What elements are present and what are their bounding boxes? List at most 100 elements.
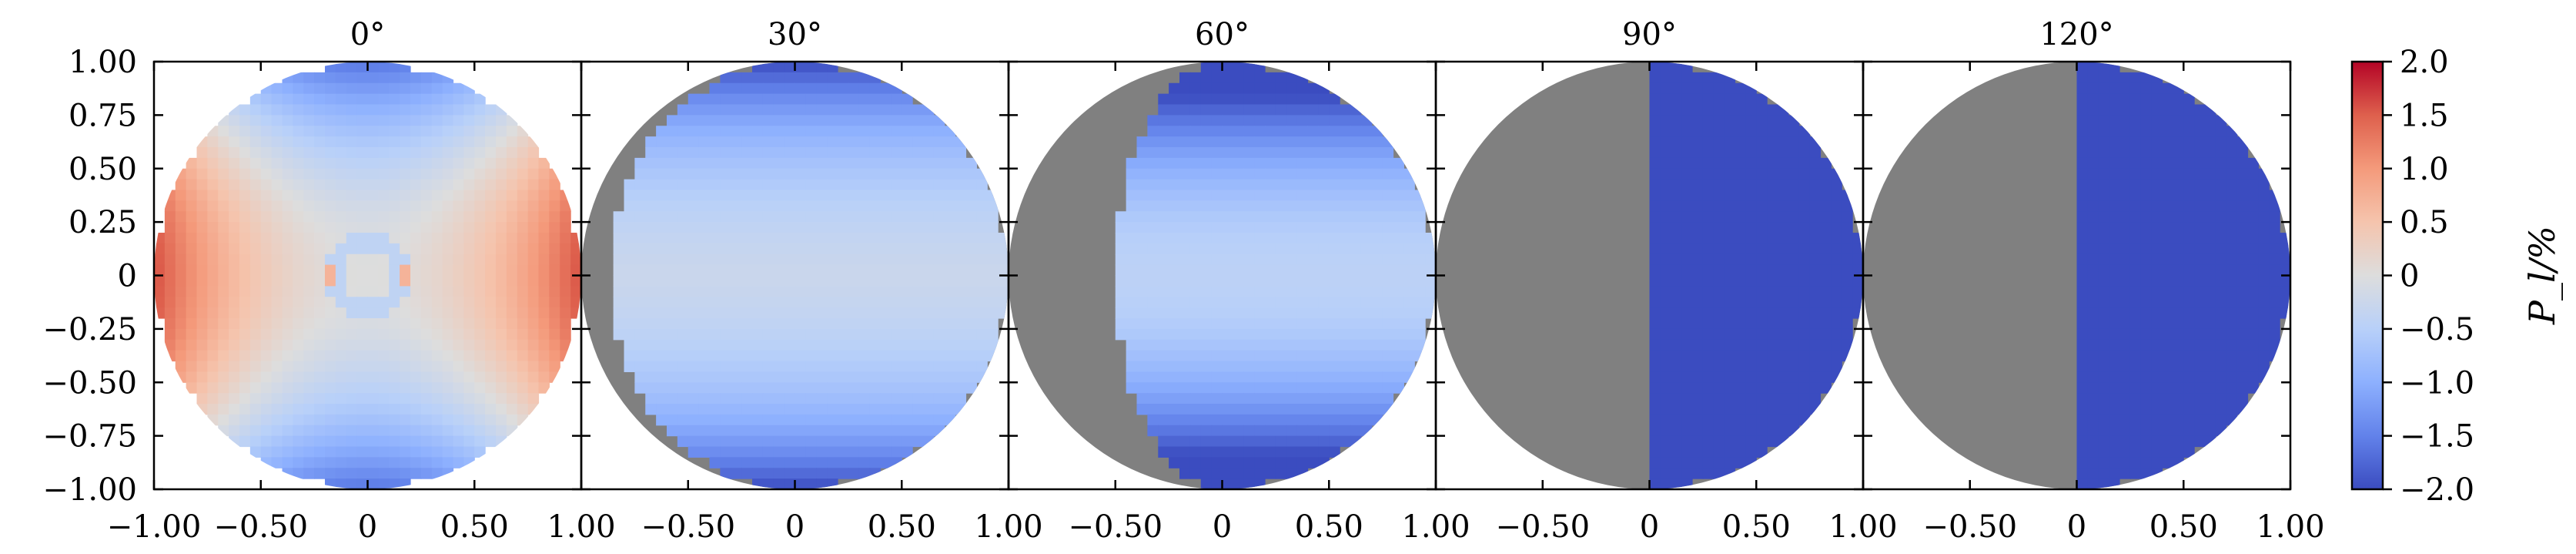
heatmap-cell (2109, 361, 2120, 372)
heatmap-cell (560, 233, 571, 244)
heatmap-cell (1275, 404, 1287, 415)
heatmap-cell (2205, 371, 2216, 383)
heatmap-cell (762, 318, 774, 330)
heatmap-cell (645, 243, 657, 255)
heatmap-cell (731, 361, 742, 372)
heatmap-cell (1692, 328, 1704, 341)
heatmap-cell (1147, 179, 1159, 191)
heatmap-cell (1692, 286, 1704, 297)
heatmap-cell (389, 168, 400, 180)
heatmap-cell (260, 393, 273, 405)
heatmap-cell (1767, 339, 1778, 351)
heatmap-cell (1692, 115, 1704, 126)
heatmap-cell (431, 350, 443, 362)
heatmap-cell (346, 115, 358, 126)
heatmap-cell (2109, 468, 2120, 479)
heatmap-cell (720, 253, 731, 266)
heatmap-cell (912, 414, 924, 426)
heatmap-cell (2151, 328, 2163, 341)
heatmap-cell (560, 286, 571, 297)
heatmap-cell (1778, 371, 1789, 383)
heatmap-cell (848, 393, 860, 405)
heatmap-cell (420, 136, 433, 148)
heatmap-cell (880, 157, 892, 170)
heatmap-cell (2194, 264, 2206, 277)
heatmap-cell (1350, 264, 1362, 277)
heatmap-cell (400, 286, 411, 297)
heatmap-cell (1756, 404, 1768, 415)
colorbar-label: P_l/% (2521, 226, 2563, 325)
heatmap-cell (1798, 179, 1811, 191)
heatmap-cell (880, 435, 892, 448)
heatmap-cells (1649, 62, 1863, 489)
heatmap-cell (1296, 307, 1309, 319)
heatmap-cell (784, 425, 796, 437)
heatmap-cell (773, 82, 785, 95)
heatmap-cell (2109, 264, 2120, 277)
heatmap-cell (762, 404, 774, 415)
heatmap-cell (175, 371, 187, 383)
heatmap-cell (517, 222, 529, 233)
heatmap-cell (656, 233, 667, 244)
heatmap-cell (1745, 414, 1757, 426)
heatmap-cell (527, 211, 540, 223)
heatmap-cell (474, 297, 486, 308)
heatmap-cell (1147, 318, 1159, 330)
heatmap-cell (827, 62, 838, 73)
heatmap-cell (239, 190, 251, 201)
heatmap-cell (420, 339, 433, 351)
heatmap-cell (2098, 307, 2109, 319)
heatmap-cell (442, 179, 454, 191)
heatmap-cell (1211, 115, 1223, 126)
heatmap-cell (1713, 93, 1725, 106)
heatmap-cell (2109, 318, 2120, 330)
heatmap-cell (784, 478, 796, 489)
heatmap-cell (463, 318, 475, 330)
heatmap-cell (1254, 147, 1266, 159)
heatmap-cell (965, 179, 977, 191)
heatmap-cell (933, 264, 945, 277)
heatmap-cell (1809, 382, 1822, 394)
heatmap-cell (335, 414, 347, 426)
colorbar-tick-label: −1.5 (2400, 419, 2474, 455)
heatmap-cell (773, 382, 785, 394)
heatmap-cell (752, 328, 764, 341)
x-tick-label: 1.00 (974, 509, 1042, 545)
heatmap-cell (1189, 425, 1202, 437)
heatmap-cell (1296, 382, 1309, 394)
heatmap-cell (1169, 435, 1180, 448)
heatmap-cell (1724, 328, 1736, 341)
x-tick-label: 0 (1640, 509, 1659, 545)
heatmap-cell (827, 253, 838, 266)
heatmap-cell (1767, 168, 1778, 180)
heatmap-cell (677, 136, 689, 148)
heatmap-cell (2236, 136, 2249, 148)
heatmap-cell (442, 286, 454, 297)
heatmap-cell (517, 233, 529, 244)
heatmap-cell (1222, 136, 1233, 148)
heatmap-cell (1671, 371, 1682, 383)
heatmap-cell (335, 393, 347, 405)
heatmap-cell (1809, 350, 1822, 362)
heatmap-cell (1233, 404, 1244, 415)
heatmap-cell (1724, 243, 1736, 255)
heatmap-cell (1222, 104, 1233, 116)
heatmap-cell (2087, 478, 2099, 489)
heatmap-cell (2076, 168, 2088, 180)
heatmap-cell (431, 404, 443, 415)
heatmap-cell (762, 328, 774, 341)
heatmap-cell (1831, 253, 1842, 266)
heatmap-cell (527, 136, 540, 148)
heatmap-cell (858, 147, 871, 159)
heatmap-cell (880, 243, 892, 255)
heatmap-cell (1671, 222, 1682, 233)
heatmap-cell (2173, 243, 2184, 255)
heatmap-cell (1724, 115, 1736, 126)
heatmap-cell (1735, 286, 1746, 297)
heatmap-cell (314, 275, 326, 287)
heatmap-cell (656, 211, 667, 223)
heatmap-cell (1350, 350, 1362, 362)
heatmap-cell (420, 157, 433, 170)
heatmap-cell (303, 446, 315, 458)
heatmap-cell (1222, 414, 1233, 426)
